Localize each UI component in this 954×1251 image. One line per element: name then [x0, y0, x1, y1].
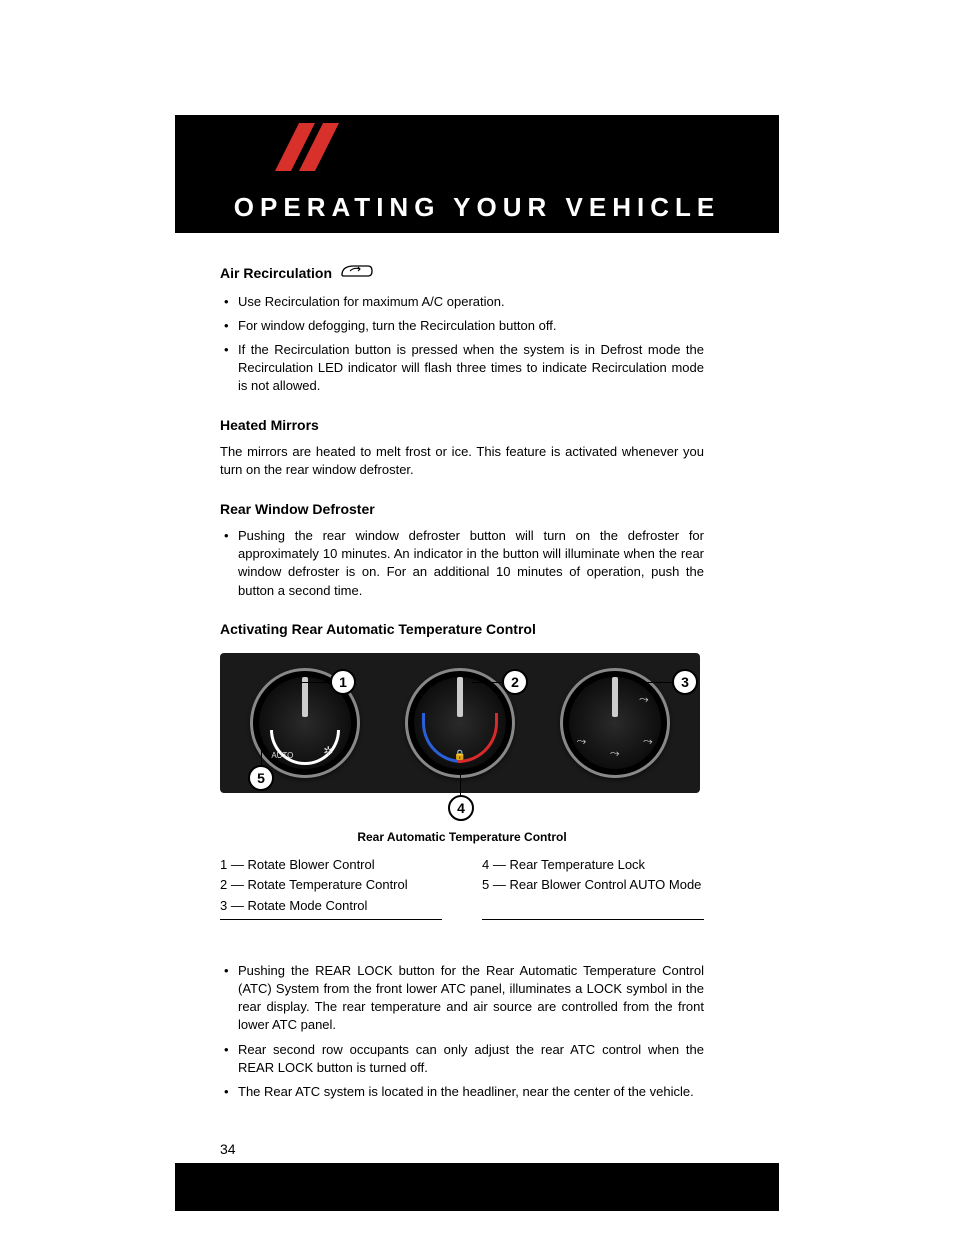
heading-text: Activating Rear Automatic Temperature Co…: [220, 620, 536, 640]
heading-rear-atc: Activating Rear Automatic Temperature Co…: [220, 620, 704, 640]
legend-item: 4 — Rear Temperature Lock: [482, 856, 704, 874]
auto-label: AUTO: [271, 750, 293, 761]
vent-icon: ⤳: [643, 733, 653, 750]
legend-column-left: 1 — Rotate Blower Control 2 — Rotate Tem…: [220, 856, 442, 922]
list-item: Pushing the rear window defroster button…: [220, 527, 704, 600]
page-number: 34: [220, 1141, 954, 1157]
heading-rear-defroster: Rear Window Defroster: [220, 500, 704, 520]
list-item: For window defogging, turn the Recircula…: [220, 317, 704, 335]
heading-text: Rear Window Defroster: [220, 500, 375, 520]
content-area: Air Recirculation Use Recirculation for …: [220, 263, 704, 1101]
rear-atc-bullets: Pushing the REAR LOCK button for the Rea…: [220, 962, 704, 1101]
heading-heated-mirrors: Heated Mirrors: [220, 416, 704, 436]
page-header-title: OPERATING YOUR VEHICLE: [234, 192, 720, 223]
brand-logo-icon: [275, 123, 345, 171]
recirculation-icon: [340, 263, 374, 285]
header-band: OPERATING YOUR VEHICLE: [175, 115, 779, 233]
callout-4: 4: [448, 795, 474, 821]
legend-item: 1 — Rotate Blower Control: [220, 856, 442, 874]
list-item: Pushing the REAR LOCK button for the Rea…: [220, 962, 704, 1035]
air-recirc-bullets: Use Recirculation for maximum A/C operat…: [220, 293, 704, 396]
mode-control-knob: ⤳ ⤳ ⤳ ⤳: [560, 668, 670, 778]
figure-legend: 1 — Rotate Blower Control 2 — Rotate Tem…: [220, 856, 704, 922]
lock-icon: 🔒: [454, 749, 466, 763]
heading-text: Heated Mirrors: [220, 416, 319, 436]
heated-mirrors-text: The mirrors are heated to melt frost or …: [220, 443, 704, 479]
heading-text: Air Recirculation: [220, 264, 332, 284]
vent-icon: ⤳: [639, 691, 649, 708]
heading-air-recirculation: Air Recirculation: [220, 263, 704, 285]
legend-column-right: 4 — Rear Temperature Lock 5 — Rear Blowe…: [482, 856, 704, 922]
legend-item: 3 — Rotate Mode Control: [220, 897, 442, 915]
list-item: If the Recirculation button is pressed w…: [220, 341, 704, 396]
list-item: Rear second row occupants can only adjus…: [220, 1041, 704, 1077]
footer-band: [175, 1163, 779, 1211]
vent-icon: ⤳: [610, 745, 620, 762]
rear-defrost-bullets: Pushing the rear window defroster button…: [220, 527, 704, 600]
fan-icon: ✲: [323, 743, 333, 760]
list-item: The Rear ATC system is located in the he…: [220, 1083, 704, 1101]
legend-item: 2 — Rotate Temperature Control: [220, 876, 442, 894]
vent-icon: ⤳: [577, 733, 587, 750]
figure-caption: Rear Automatic Temperature Control: [220, 829, 704, 846]
legend-item: 5 — Rear Blower Control AUTO Mode: [482, 876, 704, 894]
temperature-control-knob: 🔒: [405, 668, 515, 778]
list-item: Use Recirculation for maximum A/C operat…: [220, 293, 704, 311]
